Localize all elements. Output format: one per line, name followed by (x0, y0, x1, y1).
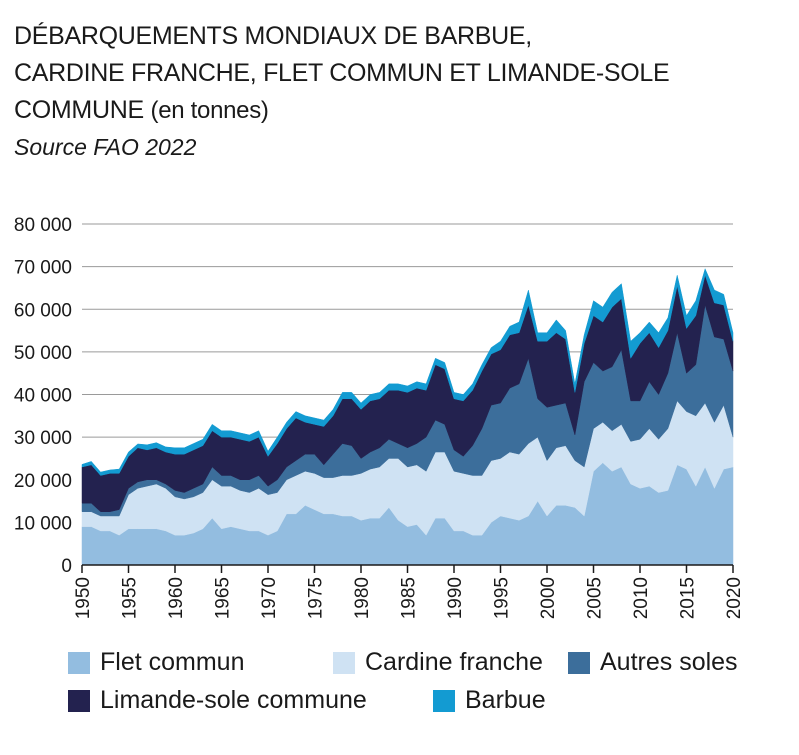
legend-label: Limande-sole commune (100, 686, 367, 714)
y-tick-label: 10 000 (14, 513, 72, 534)
y-tick-label: 50 000 (14, 343, 72, 364)
legend-item: Autres soles (568, 648, 738, 677)
y-tick-label: 80 000 (14, 215, 72, 236)
y-tick-label: 0 (61, 556, 72, 577)
y-tick-label: 40 000 (14, 386, 72, 407)
x-tick-label: 2020 (724, 577, 745, 619)
legend-label: Flet commun (100, 648, 245, 676)
legend-label: Autres soles (600, 648, 738, 676)
chart-title: DÉBARQUEMENTS MONDIAUX DE BARBUE, CARDIN… (14, 18, 784, 129)
legend-item: Cardine franche (333, 648, 543, 677)
x-tick-label: 2015 (678, 577, 699, 619)
title-line-1: DÉBARQUEMENTS MONDIAUX DE BARBUE, (14, 22, 532, 50)
x-tick-label: 1990 (445, 577, 466, 619)
legend-swatch (333, 651, 355, 674)
x-tick-label: 1980 (352, 577, 373, 619)
x-tick-label: 1970 (259, 577, 280, 619)
x-tick-label: 1960 (166, 577, 187, 619)
x-tick-label: 2010 (631, 577, 652, 619)
x-tick-label: 1950 (73, 577, 94, 619)
y-tick-label: 30 000 (14, 428, 72, 449)
x-tick-label: 1975 (306, 577, 327, 619)
x-tick-label: 1995 (492, 577, 513, 619)
series-area-barbue (81, 268, 734, 476)
legend-swatch (433, 689, 455, 712)
title-line-3: COMMUNE (14, 96, 144, 124)
legend-label: Cardine franche (365, 648, 543, 676)
legend-label: Barbue (465, 686, 546, 714)
x-tick-label: 1955 (120, 577, 141, 619)
x-tick-label: 2005 (585, 577, 606, 619)
x-tick-label: 2000 (538, 577, 559, 619)
y-tick-label: 20 000 (14, 471, 72, 492)
legend-item: Flet commun (68, 648, 244, 677)
title-line-2: CARDINE FRANCHE, FLET COMMUN ET LIMANDE-… (14, 59, 670, 87)
legend-swatch (68, 651, 90, 674)
legend-item: Barbue (433, 686, 546, 715)
legend-swatch (568, 651, 590, 674)
legend-item: Limande-sole commune (68, 686, 367, 715)
x-tick-label: 1965 (213, 577, 234, 619)
legend-swatch (68, 689, 90, 712)
chart-source: Source FAO 2022 (14, 134, 197, 160)
y-tick-label: 70 000 (14, 258, 72, 279)
title-unit: (en tonnes) (150, 97, 269, 124)
x-tick-label: 1985 (399, 577, 420, 619)
y-tick-label: 60 000 (14, 300, 72, 321)
